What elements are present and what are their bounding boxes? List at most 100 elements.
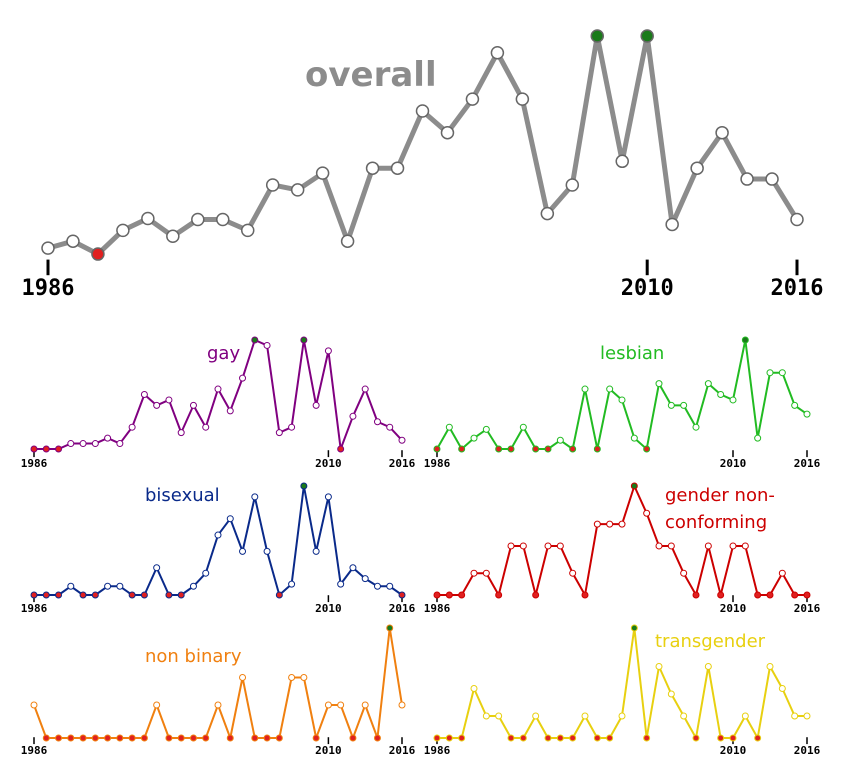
point <box>300 482 308 490</box>
point <box>791 712 799 720</box>
point <box>778 369 786 377</box>
point <box>680 569 688 577</box>
point <box>665 217 679 232</box>
point <box>398 701 406 709</box>
point <box>79 734 87 742</box>
point <box>470 569 478 577</box>
point <box>445 423 453 431</box>
point <box>140 391 148 398</box>
point <box>630 624 638 632</box>
x-tick-label: 1986 <box>424 602 451 615</box>
point <box>312 547 320 555</box>
point <box>655 380 663 388</box>
point <box>386 423 394 431</box>
point <box>128 423 136 431</box>
x-tick-label: 2010 <box>315 744 342 757</box>
point <box>300 336 308 344</box>
point <box>532 591 540 599</box>
point <box>791 401 799 409</box>
point <box>544 542 552 550</box>
point <box>519 734 527 742</box>
point <box>519 542 527 550</box>
point <box>643 734 651 742</box>
point <box>482 425 490 433</box>
point <box>30 591 38 599</box>
point <box>116 582 124 590</box>
chart-title: non binary <box>145 646 242 667</box>
point <box>30 701 38 709</box>
point <box>349 412 357 420</box>
point <box>153 564 161 572</box>
point <box>790 212 804 227</box>
point <box>507 445 515 453</box>
point <box>67 734 75 742</box>
point <box>593 734 601 742</box>
point <box>116 223 130 238</box>
point <box>741 542 749 550</box>
point <box>741 336 749 344</box>
point <box>778 569 786 577</box>
point <box>239 374 247 382</box>
point <box>240 223 255 238</box>
point <box>202 734 210 742</box>
point <box>42 445 50 453</box>
point <box>79 440 87 448</box>
point <box>42 734 50 742</box>
point <box>55 734 63 742</box>
point <box>226 407 234 415</box>
point <box>445 591 453 599</box>
point <box>778 685 786 692</box>
chart-title: gay <box>207 343 241 364</box>
point <box>349 734 357 742</box>
x-tick-label: 2016 <box>389 457 416 470</box>
point <box>128 591 136 599</box>
point <box>41 241 55 255</box>
x-tick-label: 2010 <box>720 457 747 470</box>
point <box>202 423 210 431</box>
point <box>532 445 540 453</box>
point <box>495 591 503 599</box>
point <box>458 591 466 599</box>
point <box>519 423 527 431</box>
point <box>458 734 466 742</box>
point <box>458 445 466 453</box>
point <box>715 125 729 140</box>
point <box>593 520 601 528</box>
point <box>288 423 296 431</box>
point <box>692 591 700 599</box>
point <box>214 385 222 393</box>
x-tick-label: 2010 <box>315 457 342 470</box>
point <box>337 445 345 453</box>
point <box>729 734 737 742</box>
point <box>390 161 405 175</box>
point <box>104 734 112 742</box>
point <box>189 734 197 742</box>
point <box>288 580 296 588</box>
point <box>490 46 505 60</box>
point <box>177 734 185 742</box>
point <box>569 445 577 453</box>
point <box>30 445 38 453</box>
point <box>67 440 75 448</box>
point <box>373 734 381 742</box>
point <box>569 569 577 577</box>
point <box>729 542 737 550</box>
x-tick-label: 2016 <box>389 602 416 615</box>
point <box>275 591 283 599</box>
point <box>324 701 332 709</box>
point <box>116 440 124 448</box>
point <box>717 734 725 742</box>
point <box>741 712 749 720</box>
x-tick-label: 2016 <box>389 744 416 757</box>
point <box>655 663 663 670</box>
point <box>470 434 478 442</box>
x-tick-label: 2010 <box>720 602 747 615</box>
point <box>140 734 148 742</box>
point <box>515 92 530 106</box>
point <box>717 591 725 599</box>
point <box>618 712 626 720</box>
x-tick-label: 2016 <box>794 602 821 615</box>
point <box>615 154 629 169</box>
